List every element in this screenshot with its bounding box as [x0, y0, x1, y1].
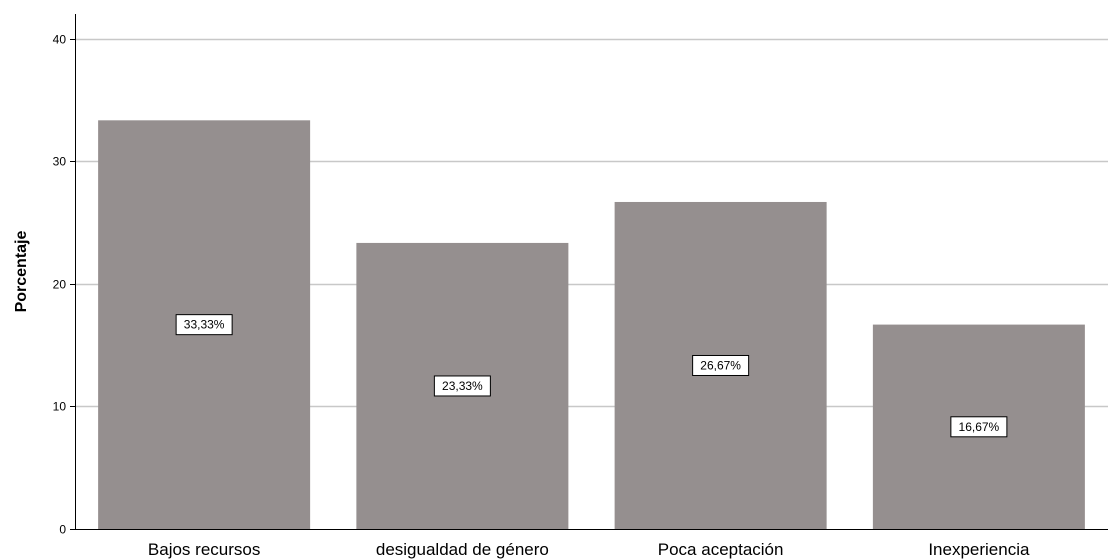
x-category-label: Bajos recursos: [148, 540, 260, 559]
data-labels: 33,33% 23,33% 26,67% 16,67%: [175, 314, 1008, 438]
data-label: 23,33%: [442, 379, 483, 393]
data-label-box: [433, 375, 491, 397]
y-axis-ticks: 0 10 20 30 40: [53, 33, 75, 537]
data-label-box: [175, 314, 233, 336]
bars: [98, 120, 1085, 530]
x-category-label: desigualdad de género: [376, 540, 549, 559]
y-tick-label: 0: [59, 523, 66, 537]
y-tick-label: 10: [53, 400, 67, 414]
data-label: 33,33%: [184, 318, 225, 332]
data-label: 16,67%: [959, 420, 1000, 434]
y-tick-label: 30: [53, 155, 67, 169]
data-label-box: [692, 354, 750, 376]
x-category-label: Poca aceptación: [658, 540, 784, 559]
y-axis-label: Porcentaje: [13, 230, 30, 312]
y-tick-label: 20: [53, 278, 67, 292]
x-category-label: Inexperiencia: [928, 540, 1030, 559]
data-label: 26,67%: [700, 358, 741, 372]
y-tick-label: 40: [53, 33, 67, 47]
x-axis-categories: Bajos recursos desigualdad de género Poca …: [148, 540, 1030, 559]
data-label-box: [950, 416, 1008, 438]
